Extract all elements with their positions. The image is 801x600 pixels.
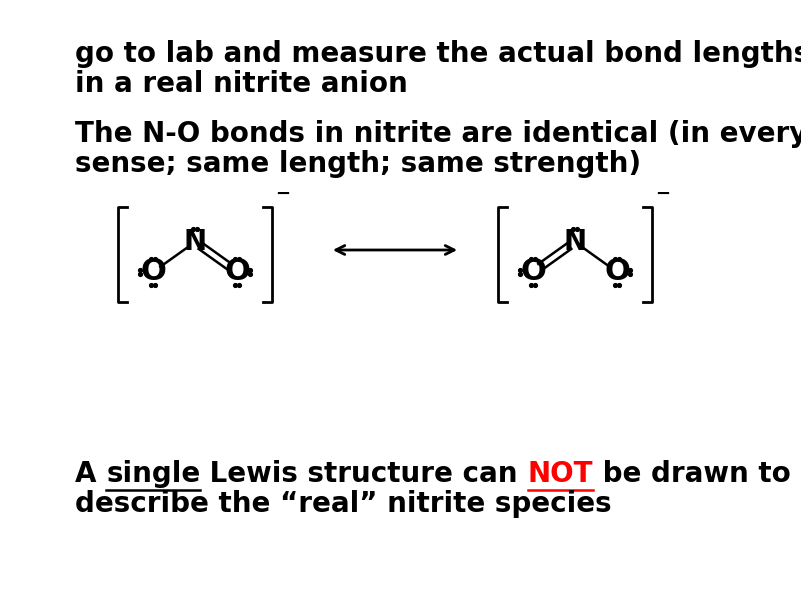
Point <box>144 280 157 290</box>
Point <box>228 280 241 290</box>
Point <box>513 269 526 279</box>
Point <box>566 224 579 234</box>
Text: N: N <box>183 228 207 256</box>
Text: sense; same length; same strength): sense; same length; same strength) <box>75 150 641 178</box>
Point <box>513 265 526 275</box>
Point <box>149 254 162 264</box>
Text: NOT: NOT <box>528 460 593 488</box>
Text: single: single <box>106 460 200 488</box>
Point <box>134 265 147 275</box>
Point <box>613 280 626 290</box>
Text: O: O <box>224 257 250 286</box>
Text: −: − <box>275 185 290 203</box>
Text: N: N <box>563 228 586 256</box>
Text: O: O <box>520 257 546 286</box>
Point <box>529 254 541 264</box>
Text: go to lab and measure the actual bond lengths: go to lab and measure the actual bond le… <box>75 40 801 68</box>
Point <box>244 269 256 279</box>
Point <box>529 280 541 290</box>
Point <box>525 254 537 264</box>
Point <box>134 269 147 279</box>
Point <box>187 224 199 234</box>
Point <box>228 254 241 264</box>
Text: be drawn to: be drawn to <box>593 460 791 488</box>
Point <box>571 224 584 234</box>
Point <box>624 269 637 279</box>
Text: A: A <box>75 460 106 488</box>
Point <box>244 265 256 275</box>
Point <box>608 280 621 290</box>
Point <box>613 254 626 264</box>
Text: O: O <box>604 257 630 286</box>
Text: −: − <box>655 185 670 203</box>
Point <box>525 280 537 290</box>
Text: in a real nitrite anion: in a real nitrite anion <box>75 70 408 98</box>
Point <box>624 265 637 275</box>
Point <box>149 280 162 290</box>
Text: Lewis structure can: Lewis structure can <box>200 460 528 488</box>
Point <box>144 254 157 264</box>
Point <box>191 224 203 234</box>
Point <box>608 254 621 264</box>
Text: O: O <box>140 257 166 286</box>
Text: The N-O bonds in nitrite are identical (in every: The N-O bonds in nitrite are identical (… <box>75 120 801 148</box>
Text: describe the “real” nitrite species: describe the “real” nitrite species <box>75 490 612 518</box>
Point <box>233 254 246 264</box>
Point <box>233 280 246 290</box>
